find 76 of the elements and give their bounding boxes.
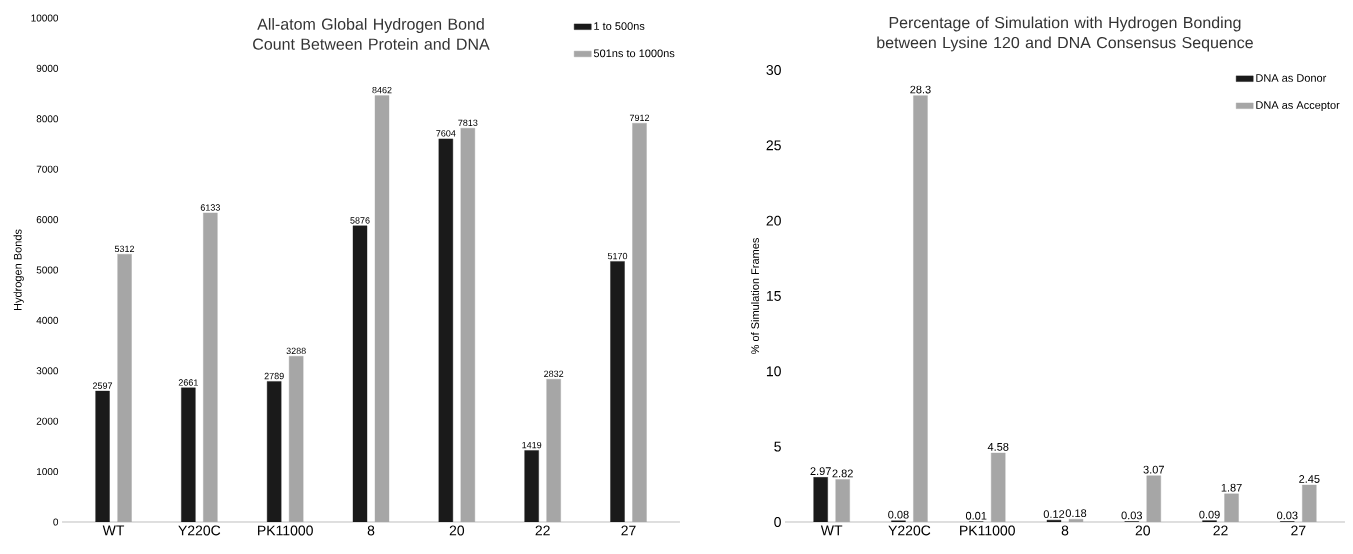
x-tick-label: Y220C xyxy=(888,525,931,536)
legend-label: 1 to 500ns xyxy=(594,22,645,30)
x-tick-label: 22 xyxy=(535,525,550,536)
y-tick-label: 30 xyxy=(766,65,781,75)
data-label: 3288 xyxy=(286,347,306,355)
y-tick-label: 9000 xyxy=(36,64,59,72)
data-label: 7813 xyxy=(458,119,478,127)
data-label: 2.45 xyxy=(1299,475,1320,483)
chart-title: Percentage of Simulation with Hydrogen Bonding between Lysine 120 and DNA Consensus Sequence xyxy=(877,16,1253,52)
y-axis-title: Hydrogen Bonds xyxy=(13,229,24,311)
data-label: 0.08 xyxy=(888,510,909,519)
data-label: 1419 xyxy=(522,441,542,449)
y-axis-title: % of Simulation Frames xyxy=(750,238,760,354)
data-label: 5312 xyxy=(114,245,135,253)
x-tick-label: WT xyxy=(820,525,843,536)
y-tick-label: 5 xyxy=(774,441,781,452)
chart-title: All-atom Global Hydrogen Bond Count Between Protein and DNA xyxy=(253,18,490,50)
data-label: 2.82 xyxy=(832,469,853,478)
y-tick-label: 10 xyxy=(766,366,781,377)
y-tick-label: 7000 xyxy=(36,165,59,173)
data-label: 8462 xyxy=(372,86,392,94)
y-tick-label: 10000 xyxy=(31,14,59,22)
x-tick-label: 20 xyxy=(449,525,465,536)
data-label: 0.03 xyxy=(1277,511,1298,520)
y-tick-label: 3000 xyxy=(36,367,59,375)
data-label: 5170 xyxy=(607,252,628,260)
data-label: 2661 xyxy=(178,379,198,386)
x-tick-label: 27 xyxy=(621,525,636,536)
bar xyxy=(913,95,928,522)
data-label: 7912 xyxy=(629,114,650,122)
bar xyxy=(1068,519,1084,522)
y-tick-label: 25 xyxy=(766,140,781,151)
x-tick-label: 22 xyxy=(1213,525,1228,536)
y-tick-label: 0 xyxy=(53,518,59,526)
x-tick-label: 27 xyxy=(1291,525,1306,536)
x-tick-label: WT xyxy=(102,525,125,536)
y-tick-label: 8000 xyxy=(36,115,59,123)
y-tick-label: 20 xyxy=(766,215,781,226)
x-tick-label: 8 xyxy=(367,525,375,536)
bar xyxy=(1224,493,1239,522)
bar xyxy=(835,479,850,522)
data-label: 0.01 xyxy=(965,511,987,520)
y-tick-label: 6000 xyxy=(36,216,59,224)
data-label: 0.03 xyxy=(1121,511,1142,520)
data-label: 28.3 xyxy=(910,85,931,94)
x-tick-label: 8 xyxy=(1061,525,1069,536)
bar xyxy=(813,477,828,522)
data-label: 2597 xyxy=(92,382,113,389)
data-label: 0.09 xyxy=(1199,510,1220,519)
bar xyxy=(1302,484,1317,522)
data-label: 3.07 xyxy=(1143,465,1164,474)
legend-label: 501ns to 1000ns xyxy=(593,49,675,58)
y-tick-label: 5000 xyxy=(36,266,59,274)
data-label: 0.12 xyxy=(1043,510,1065,518)
x-tick-label: Y220C xyxy=(178,525,221,536)
data-label: 6133 xyxy=(200,204,220,211)
y-tick-label: 2000 xyxy=(36,417,59,425)
x-tick-label: PK11000 xyxy=(258,525,313,536)
y-tick-label: 0 xyxy=(774,517,781,527)
bar xyxy=(991,452,1006,522)
data-label: 4.58 xyxy=(987,443,1009,451)
legend-label: DNA as Donor xyxy=(1256,74,1327,82)
legend-label: DNA as Acceptor xyxy=(1256,101,1340,112)
data-label: 2.97 xyxy=(810,467,831,476)
data-label: 1.87 xyxy=(1221,483,1242,492)
data-label: 2832 xyxy=(544,370,564,378)
data-label: 0.18 xyxy=(1065,509,1087,518)
y-tick-label: 4000 xyxy=(36,316,59,324)
data-label: 5876 xyxy=(350,217,370,224)
data-label: 2789 xyxy=(264,372,284,380)
data-label: 7604 xyxy=(436,130,456,137)
y-tick-label: 15 xyxy=(766,291,781,301)
bar xyxy=(1146,475,1161,522)
x-tick-label: PK11000 xyxy=(960,525,1015,536)
y-tick-label: 1000 xyxy=(37,468,59,476)
x-tick-label: 20 xyxy=(1135,525,1151,536)
